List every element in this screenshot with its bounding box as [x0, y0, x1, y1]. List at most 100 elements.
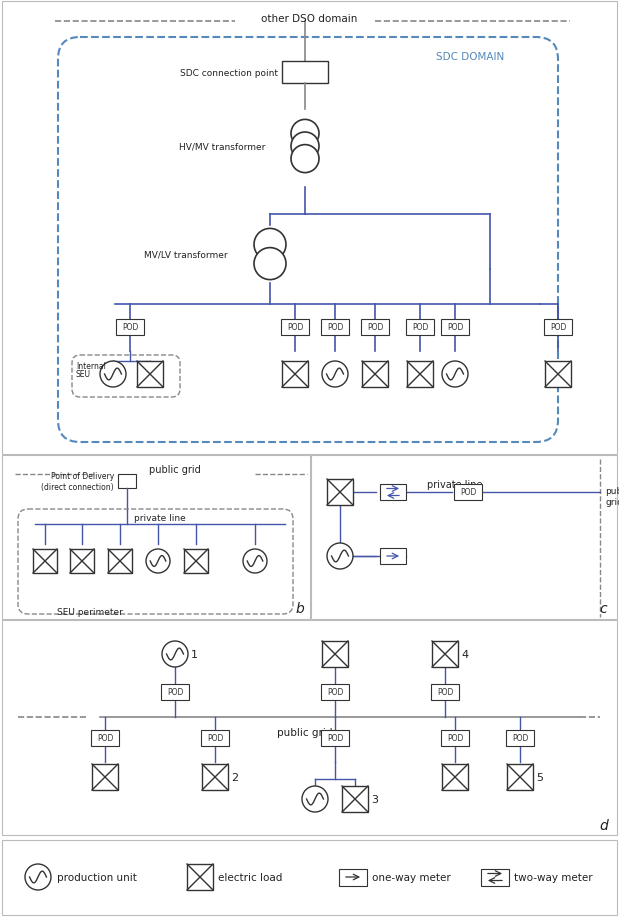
Text: public grid: public grid — [277, 727, 333, 737]
Bar — [322, 641, 348, 667]
Bar — [321, 685, 349, 700]
Bar — [441, 731, 469, 746]
Bar — [481, 868, 509, 886]
Text: c: c — [599, 601, 607, 616]
Text: POD: POD — [460, 488, 476, 497]
Bar — [321, 731, 349, 746]
Bar — [202, 765, 228, 790]
Text: production unit: production unit — [57, 872, 137, 882]
Bar — [108, 550, 132, 573]
Bar — [184, 550, 208, 573]
Text: POD: POD — [167, 687, 183, 697]
Bar — [380, 549, 406, 564]
Bar — [441, 320, 469, 335]
Text: POD: POD — [327, 323, 343, 332]
Bar — [380, 484, 406, 501]
Bar — [92, 765, 118, 790]
Bar — [161, 685, 189, 700]
Text: 3: 3 — [371, 794, 378, 804]
Bar — [118, 474, 136, 489]
Bar — [2, 456, 310, 619]
Text: POD: POD — [97, 733, 113, 743]
Bar — [361, 320, 389, 335]
Text: POD: POD — [447, 323, 463, 332]
Text: d: d — [599, 818, 608, 832]
Text: SDC connection point: SDC connection point — [180, 68, 278, 77]
Circle shape — [25, 864, 51, 890]
Text: Point of Delivery
(direct connection): Point of Delivery (direct connection) — [41, 471, 114, 491]
Bar — [282, 62, 328, 84]
Bar — [506, 731, 534, 746]
Circle shape — [327, 543, 353, 570]
Text: 5: 5 — [536, 772, 543, 782]
Circle shape — [322, 361, 348, 388]
Circle shape — [254, 229, 286, 261]
Circle shape — [100, 361, 126, 388]
Text: POD: POD — [287, 323, 303, 332]
Text: POD: POD — [447, 733, 463, 743]
Bar — [507, 765, 533, 790]
Text: public
grid: public grid — [605, 487, 619, 506]
Bar — [442, 765, 468, 790]
Text: private line: private line — [134, 514, 186, 522]
Text: public grid: public grid — [149, 464, 201, 474]
Circle shape — [291, 145, 319, 174]
Bar — [91, 731, 119, 746]
Bar — [431, 685, 459, 700]
Circle shape — [291, 120, 319, 148]
Bar — [362, 361, 388, 388]
Bar — [545, 361, 571, 388]
Bar — [33, 550, 57, 573]
Bar — [339, 868, 367, 886]
Bar — [432, 641, 458, 667]
Text: other DSO domain: other DSO domain — [261, 14, 357, 24]
Bar — [187, 864, 213, 890]
Bar — [311, 456, 617, 619]
Bar — [116, 320, 144, 335]
Circle shape — [162, 641, 188, 667]
Text: POD: POD — [367, 323, 383, 332]
Text: POD: POD — [327, 687, 343, 697]
Bar — [2, 620, 617, 835]
Bar — [327, 480, 353, 505]
Bar — [2, 2, 617, 455]
Text: POD: POD — [437, 687, 453, 697]
Text: two-way meter: two-way meter — [514, 872, 592, 882]
Text: b: b — [295, 601, 304, 616]
Text: 4: 4 — [461, 650, 468, 659]
Text: POD: POD — [327, 733, 343, 743]
Bar — [282, 361, 308, 388]
Bar — [321, 320, 349, 335]
Bar — [544, 320, 572, 335]
Text: SEU perimeter: SEU perimeter — [57, 607, 123, 617]
Bar — [342, 786, 368, 812]
Text: POD: POD — [550, 323, 566, 332]
Text: POD: POD — [207, 733, 223, 743]
Bar — [406, 320, 434, 335]
Bar — [407, 361, 433, 388]
Circle shape — [254, 248, 286, 280]
Text: HV/MV transformer: HV/MV transformer — [179, 142, 265, 152]
Bar — [70, 550, 94, 573]
Circle shape — [243, 550, 267, 573]
Circle shape — [442, 361, 468, 388]
Text: MV/LV transformer: MV/LV transformer — [144, 250, 228, 259]
Bar — [2, 840, 617, 915]
Text: electric load: electric load — [218, 872, 282, 882]
Bar — [137, 361, 163, 388]
Circle shape — [146, 550, 170, 573]
Circle shape — [291, 133, 319, 161]
Text: SEU: SEU — [76, 369, 91, 379]
Text: one-way meter: one-way meter — [372, 872, 451, 882]
Text: SDC DOMAIN: SDC DOMAIN — [436, 52, 504, 62]
Text: POD: POD — [122, 323, 138, 332]
Text: 1: 1 — [191, 650, 198, 659]
Text: Internal: Internal — [76, 361, 106, 370]
Text: POD: POD — [412, 323, 428, 332]
Bar — [281, 320, 309, 335]
Text: 2: 2 — [231, 772, 238, 782]
Text: POD: POD — [512, 733, 528, 743]
Text: private line: private line — [427, 480, 483, 490]
Bar — [454, 484, 482, 501]
Bar — [201, 731, 229, 746]
